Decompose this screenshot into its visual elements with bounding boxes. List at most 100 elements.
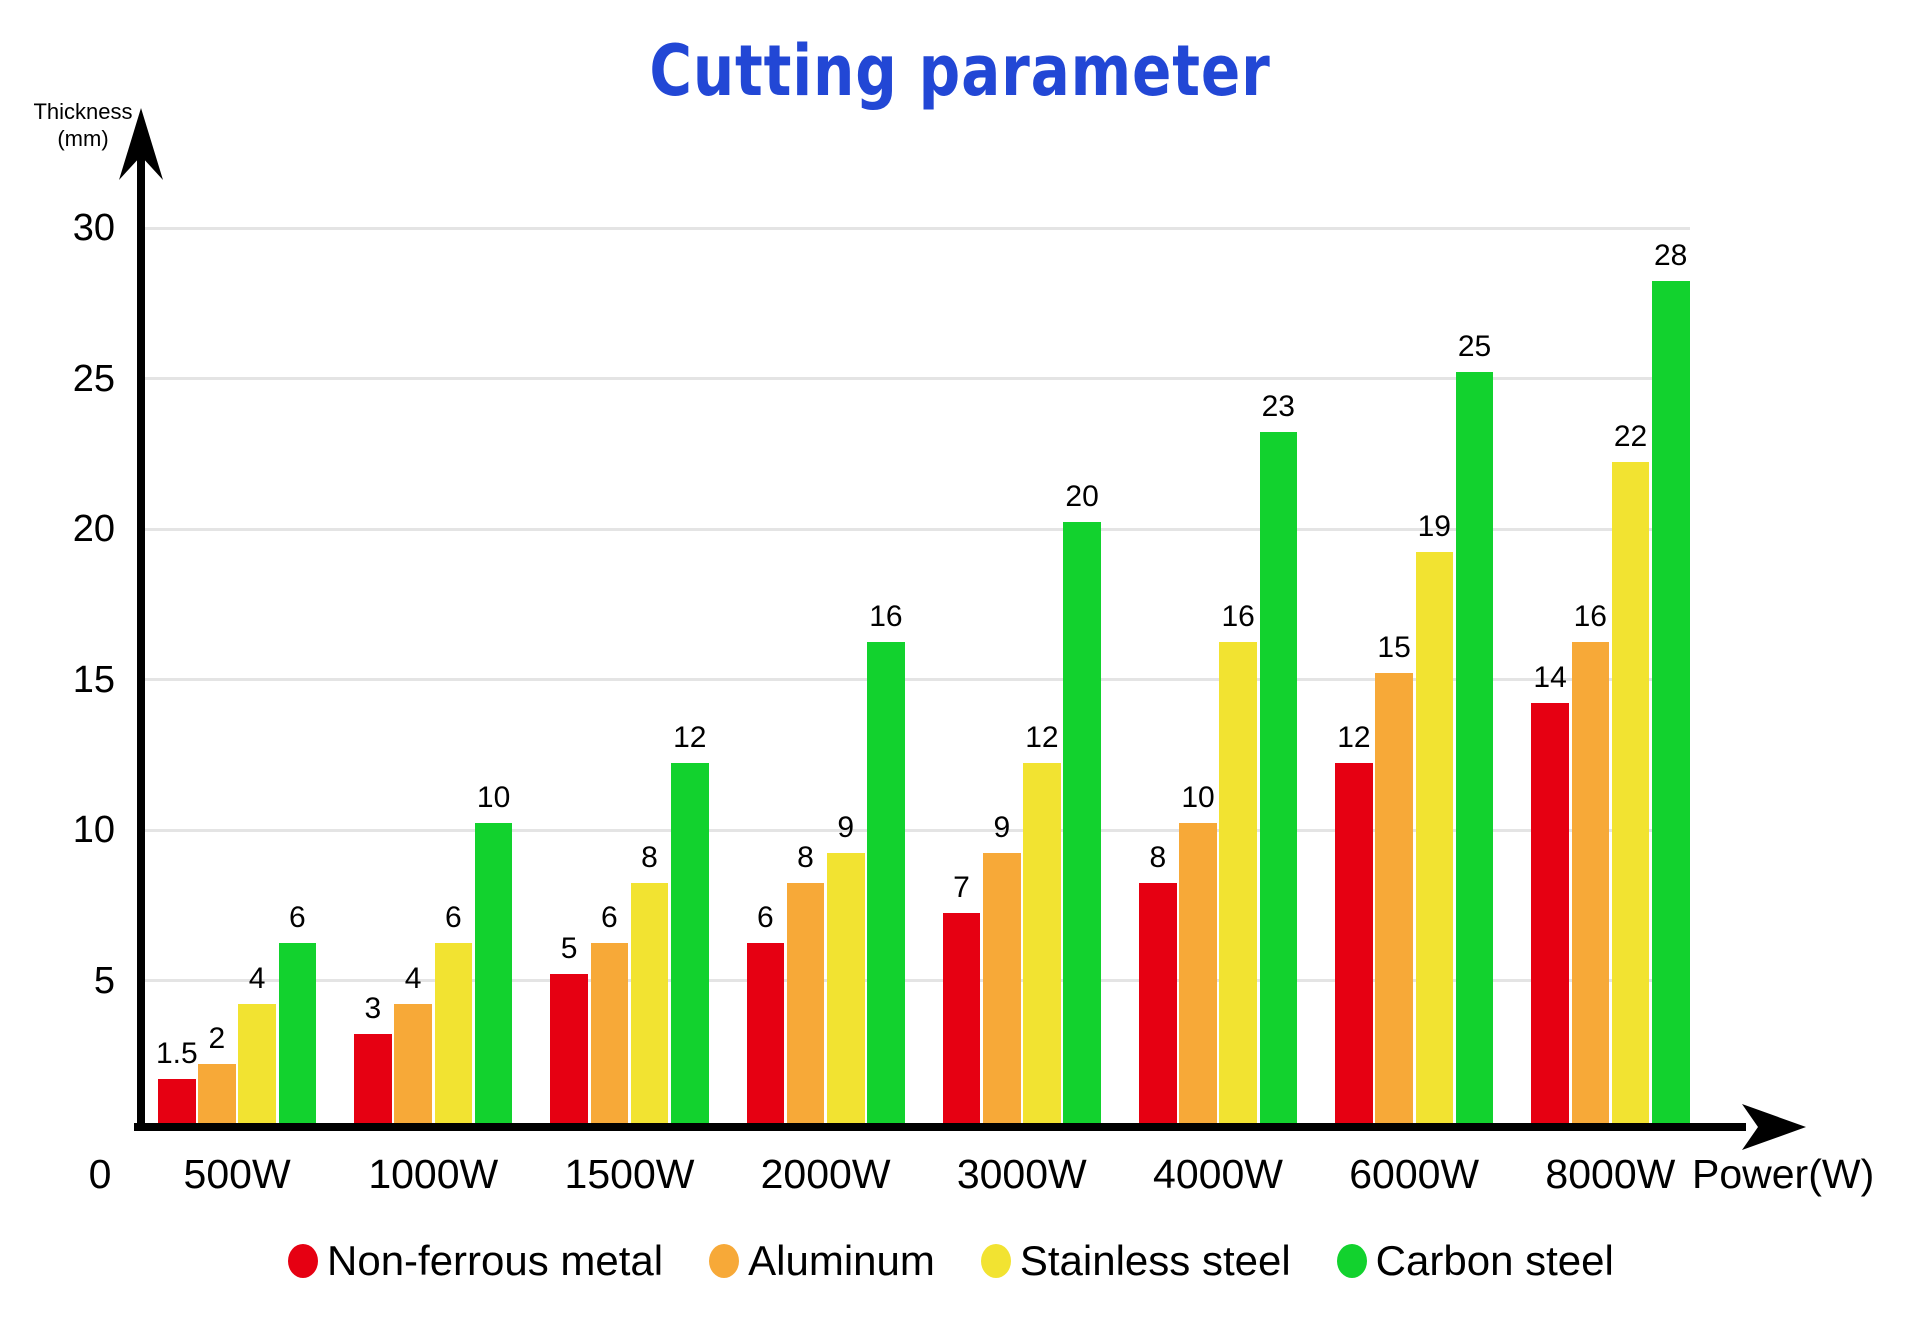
bar	[474, 823, 513, 1124]
x-tick-label: 4000W	[1153, 1151, 1283, 1197]
bar	[238, 1003, 276, 1124]
legend-item: Carbon steel	[1336, 1237, 1614, 1284]
bar	[1415, 552, 1454, 1124]
bar-value-label: 20	[1065, 480, 1099, 513]
chart-title: Cutting parameter	[649, 30, 1271, 112]
y-tick-label: 10	[72, 809, 115, 851]
x-tick-label: 8000W	[1545, 1151, 1676, 1197]
bar-value-label: 2	[208, 1021, 226, 1055]
bar	[983, 853, 1021, 1124]
bar-value-label: 25	[1457, 329, 1492, 363]
legend-swatch-icon	[1336, 1244, 1367, 1278]
y-axis-label-line1: Thickness	[33, 99, 133, 124]
gridline	[141, 678, 1690, 681]
bar-value-label: 19	[1417, 510, 1451, 544]
bar-value-label: 6	[289, 901, 306, 935]
bar-value-label: 8	[1149, 841, 1167, 875]
bar	[158, 1078, 196, 1124]
x-tick-label: 500W	[183, 1151, 291, 1197]
legend: Non-ferrous metal Aluminum Stainless steel…	[288, 1238, 1614, 1284]
legend-swatch-icon	[709, 1244, 740, 1278]
bar	[942, 913, 981, 1124]
y-axis-label: Thickness (mm)	[18, 98, 148, 152]
bar	[746, 943, 785, 1124]
bar	[550, 973, 588, 1124]
bar	[1179, 823, 1217, 1124]
bar-value-label: 16	[1573, 600, 1607, 634]
x-tick-label: 1000W	[368, 1151, 499, 1197]
x-tick-label: 2000W	[760, 1151, 891, 1197]
bar	[1259, 431, 1298, 1124]
gridline	[141, 979, 1690, 982]
bar-value-label: 7	[953, 871, 970, 905]
bar-value-label: 9	[837, 811, 855, 845]
bar	[434, 943, 473, 1124]
bar-value-label: 4	[248, 961, 266, 995]
bar-value-label: 10	[1181, 781, 1215, 814]
legend-item: Stainless steel	[980, 1238, 1291, 1284]
bar-value-label: 12	[1337, 720, 1371, 754]
bar	[1023, 762, 1061, 1124]
x-tick-label: 1500W	[564, 1151, 695, 1197]
bar	[867, 642, 905, 1124]
bar	[1335, 762, 1373, 1124]
bar-value-label: 8	[641, 841, 658, 875]
bar	[1063, 522, 1101, 1124]
gridline	[141, 527, 1690, 531]
bar	[1652, 281, 1690, 1124]
bar-value-label: 5	[560, 931, 578, 965]
bar	[1219, 642, 1257, 1124]
x-axis-arrow-icon	[1742, 1104, 1806, 1150]
bar	[198, 1063, 236, 1124]
bar-value-label: 8	[797, 841, 814, 875]
gridline	[141, 828, 1690, 832]
x-origin-label: 0	[88, 1151, 112, 1197]
bar	[671, 762, 709, 1124]
legend-label: Non-ferrous metal	[327, 1237, 664, 1284]
legend-swatch-icon	[980, 1244, 1011, 1278]
legend-swatch-icon	[288, 1244, 318, 1278]
legend-label: Aluminum	[748, 1237, 935, 1284]
bar-value-label: 1.5	[155, 1036, 198, 1070]
x-tick-label: 3000W	[956, 1151, 1087, 1197]
bar-value-label: 15	[1377, 630, 1411, 664]
y-tick-label: 30	[72, 207, 115, 249]
bar	[354, 1033, 392, 1124]
bar	[394, 1003, 432, 1124]
legend-label: Carbon steel	[1375, 1237, 1614, 1284]
gridline	[141, 226, 1690, 230]
bar-value-label: 12	[1025, 720, 1059, 754]
bar-value-label: 23	[1261, 389, 1295, 423]
bar	[590, 943, 629, 1124]
bar	[1531, 702, 1569, 1124]
bar-value-label: 6	[601, 901, 618, 935]
legend-item: Aluminum	[709, 1238, 935, 1284]
legend-item: Non-ferrous metal	[288, 1238, 663, 1284]
bar-value-label: 10	[476, 781, 511, 814]
bar-value-label: 22	[1613, 419, 1648, 453]
bar-value-label: 16	[869, 600, 903, 634]
bar	[1611, 461, 1650, 1124]
bar-value-label: 16	[1221, 600, 1255, 634]
y-axis-label-line2: (mm)	[57, 126, 109, 151]
gridline	[141, 377, 1690, 380]
bar	[1455, 371, 1494, 1124]
bar-value-label: 28	[1654, 239, 1688, 273]
bar	[278, 943, 317, 1124]
x-axis-title: Power(W)	[1692, 1151, 1875, 1197]
bar-value-label: 6	[756, 901, 774, 935]
x-tick-label: 6000W	[1349, 1151, 1480, 1197]
y-axis-line	[137, 150, 145, 1131]
bar-value-label: 9	[993, 811, 1011, 845]
bar	[786, 883, 825, 1124]
bar	[1375, 672, 1413, 1124]
y-tick-label: 20	[72, 508, 115, 550]
y-tick-label: 25	[72, 357, 115, 400]
y-tick-label: 5	[93, 959, 115, 1002]
bar	[1571, 642, 1610, 1124]
bar	[827, 853, 865, 1124]
bar-value-label: 3	[364, 991, 382, 1025]
bar-value-label: 6	[445, 901, 462, 935]
y-tick-label: 15	[72, 658, 115, 701]
